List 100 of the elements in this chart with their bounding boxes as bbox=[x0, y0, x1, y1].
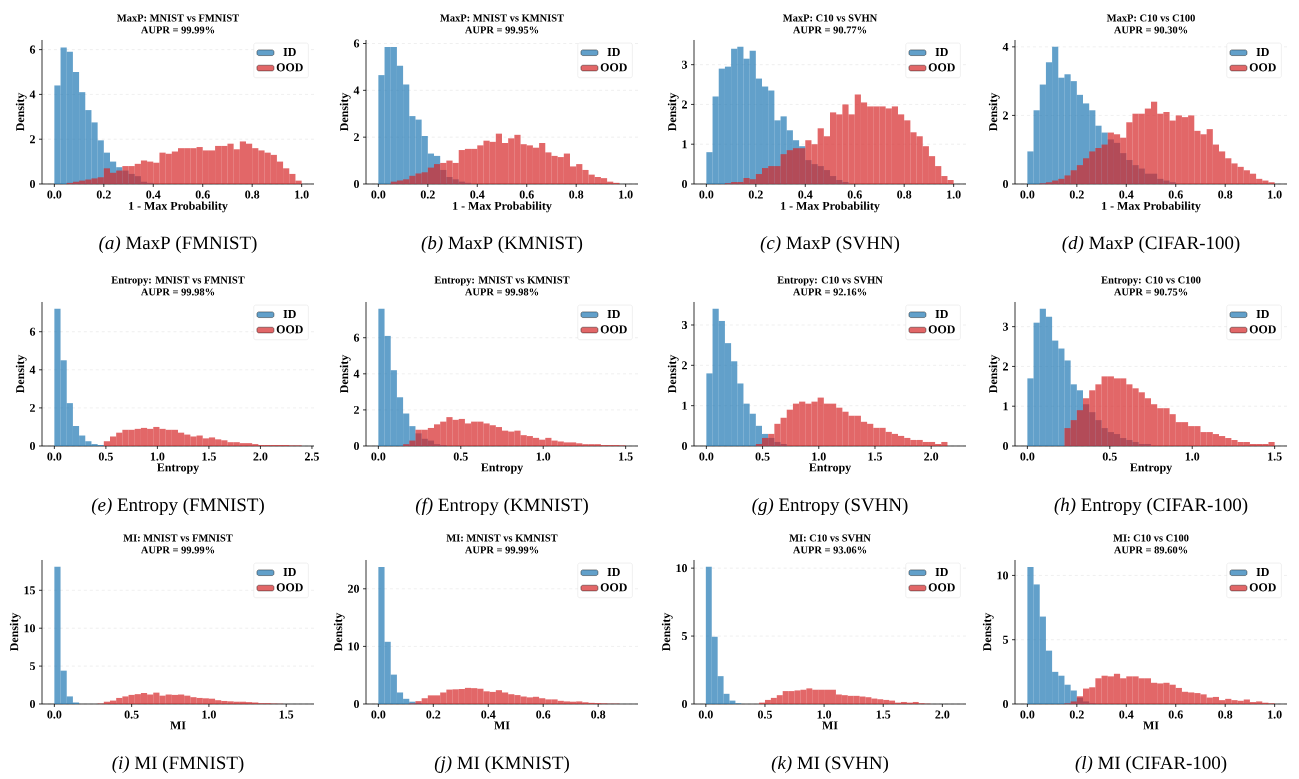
y-tick-label: 0 bbox=[681, 699, 688, 709]
x-tick-label: 0.5 bbox=[453, 452, 468, 461]
x-axis-title: MI bbox=[822, 721, 838, 730]
x-tick-label: 0.4 bbox=[470, 190, 485, 199]
x-tick-label: 0.2 bbox=[96, 190, 111, 199]
x-tick-label: 0.8 bbox=[569, 190, 584, 199]
y-tick-label: 5 bbox=[1003, 635, 1009, 644]
y-axis-title: Density bbox=[667, 92, 679, 132]
x-tick-label: 0.8 bbox=[591, 710, 606, 719]
text: (f) Entropy (KMNIST) bbox=[415, 497, 588, 516]
y-tick-label: 2 bbox=[354, 405, 359, 414]
y-tick-label: 0 bbox=[1002, 441, 1009, 451]
y-axis-title: Density bbox=[988, 354, 1000, 394]
y-tick-label: 2 bbox=[682, 100, 687, 109]
x-tick-label: 1.5 bbox=[619, 452, 633, 461]
x-axis-title: 1 - Max Probability bbox=[129, 201, 228, 213]
x-tick-label: 0.4 bbox=[146, 190, 161, 199]
x-tick-label: 0.8 bbox=[1218, 190, 1233, 199]
x-axis-title: Entropy bbox=[157, 463, 200, 474]
y-tick-label: 20 bbox=[348, 584, 360, 593]
y-tick-label: 0 bbox=[353, 441, 360, 451]
x-tick-label: 0.5 bbox=[757, 710, 772, 719]
chart-subtitle: AUPR = 90.77% bbox=[793, 26, 867, 34]
x-tick-label: 0.8 bbox=[897, 190, 912, 199]
text: (e) Entropy (FMNIST) bbox=[91, 497, 264, 516]
y-tick-label: 3 bbox=[681, 320, 688, 329]
x-tick-label: 0.6 bbox=[195, 190, 210, 199]
y-tick-label: 0 bbox=[681, 441, 688, 451]
chart-subtitle: AUPR = 99.95% bbox=[464, 26, 539, 34]
y-tick-label: 6 bbox=[353, 333, 360, 342]
text: (d) MaxP (CIFAR-100) bbox=[1062, 235, 1240, 254]
legend-label: OOD bbox=[276, 325, 303, 334]
y-tick-label: 10 bbox=[24, 624, 36, 633]
x-tick-label: 0.2 bbox=[1069, 710, 1084, 719]
chart-subtitle: AUPR = 90.30% bbox=[1114, 26, 1188, 34]
text: (h) Entropy (CIFAR-100) bbox=[1054, 497, 1248, 516]
x-tick-label: 2.0 bbox=[935, 710, 950, 719]
x-tick-label: 1.5 bbox=[1268, 452, 1282, 461]
x-tick-label: 0.8 bbox=[1218, 710, 1233, 719]
y-tick-label: 2 bbox=[1003, 362, 1008, 371]
y-tick-label: 3 bbox=[681, 60, 688, 69]
legend-label: ID bbox=[607, 568, 620, 576]
legend-label: OOD bbox=[600, 583, 627, 592]
legend-label: ID bbox=[1256, 310, 1269, 318]
legend-label: OOD bbox=[1249, 325, 1276, 334]
x-tick-label: 1.0 bbox=[1268, 190, 1282, 199]
x-tick-label: 2.0 bbox=[253, 452, 268, 461]
y-tick-label: 6 bbox=[353, 39, 360, 48]
chart-subtitle: AUPR = 99.99% bbox=[140, 26, 215, 34]
y-tick-label: 3 bbox=[1002, 322, 1009, 331]
y-tick-label: 0 bbox=[29, 699, 36, 709]
text: (i) MI (FMNIST) bbox=[112, 755, 244, 774]
x-tick-label: 0.2 bbox=[748, 190, 763, 199]
y-axis-title: Density bbox=[988, 92, 1000, 132]
legend-label: OOD bbox=[600, 325, 627, 334]
y-axis-title: Density bbox=[15, 92, 27, 132]
chart-title: MI: MNIST vs FMNIST bbox=[123, 534, 233, 542]
text: (l) MI (CIFAR-100) bbox=[1075, 755, 1227, 774]
x-tick-label: 2.5 bbox=[304, 452, 319, 461]
y-axis-title: Density bbox=[333, 612, 345, 652]
legend-label: OOD bbox=[276, 583, 303, 592]
y-tick-label: 5 bbox=[682, 632, 688, 641]
y-tick-label: 0 bbox=[353, 179, 360, 189]
x-axis-title: 1 - Max Probability bbox=[781, 201, 880, 213]
y-axis-title: Density bbox=[667, 354, 679, 394]
y-tick-label: 6 bbox=[29, 327, 36, 336]
chart-subtitle: AUPR = 90.75% bbox=[1114, 288, 1188, 296]
text: (g) Entropy (SVHN) bbox=[752, 497, 908, 516]
x-tick-label: 0.8 bbox=[245, 190, 260, 199]
x-tick-label: 0.0 bbox=[699, 190, 714, 199]
chart-subtitle: AUPR = 92.16% bbox=[793, 288, 867, 296]
legend-label: OOD bbox=[928, 583, 955, 592]
x-tick-label: 0.4 bbox=[1119, 710, 1134, 719]
x-tick-label: 1.0 bbox=[619, 190, 633, 199]
y-tick-label: 15 bbox=[24, 586, 36, 595]
legend-label: ID bbox=[1256, 48, 1269, 56]
x-tick-label: 1.0 bbox=[536, 452, 551, 461]
x-tick-label: 0.2 bbox=[1069, 190, 1084, 199]
y-tick-label: 2 bbox=[682, 361, 687, 370]
x-tick-label: 0.0 bbox=[1020, 452, 1035, 461]
y-tick-label: 0 bbox=[353, 699, 360, 709]
x-tick-label: 1.0 bbox=[947, 190, 961, 199]
chart-title: MI: MNIST vs KMNIST bbox=[446, 534, 558, 542]
x-tick-label: 0.0 bbox=[1020, 710, 1035, 719]
y-tick-label: 1 bbox=[682, 140, 687, 149]
x-tick-label: 0.0 bbox=[698, 710, 713, 719]
x-tick-label: 0.2 bbox=[420, 190, 435, 199]
x-tick-label: 0.0 bbox=[47, 190, 62, 199]
x-tick-label: 0.0 bbox=[371, 710, 386, 719]
y-tick-label: 1 bbox=[1003, 402, 1008, 411]
x-tick-label: 0.0 bbox=[371, 190, 386, 199]
chart-subtitle: AUPR = 89.60% bbox=[1114, 546, 1188, 554]
x-tick-label: 1.5 bbox=[876, 710, 891, 719]
x-axis-title: Entropy bbox=[1130, 463, 1173, 474]
x-tick-label: 1.0 bbox=[150, 452, 165, 461]
x-tick-label: 0.6 bbox=[1168, 190, 1183, 199]
chart-title: Entropy: C10 vs C100 bbox=[1101, 276, 1201, 286]
x-tick-label: 1.5 bbox=[202, 452, 216, 461]
chart-title: MaxP: MNIST vs FMNIST bbox=[117, 14, 239, 22]
x-tick-label: 1.5 bbox=[868, 452, 882, 461]
